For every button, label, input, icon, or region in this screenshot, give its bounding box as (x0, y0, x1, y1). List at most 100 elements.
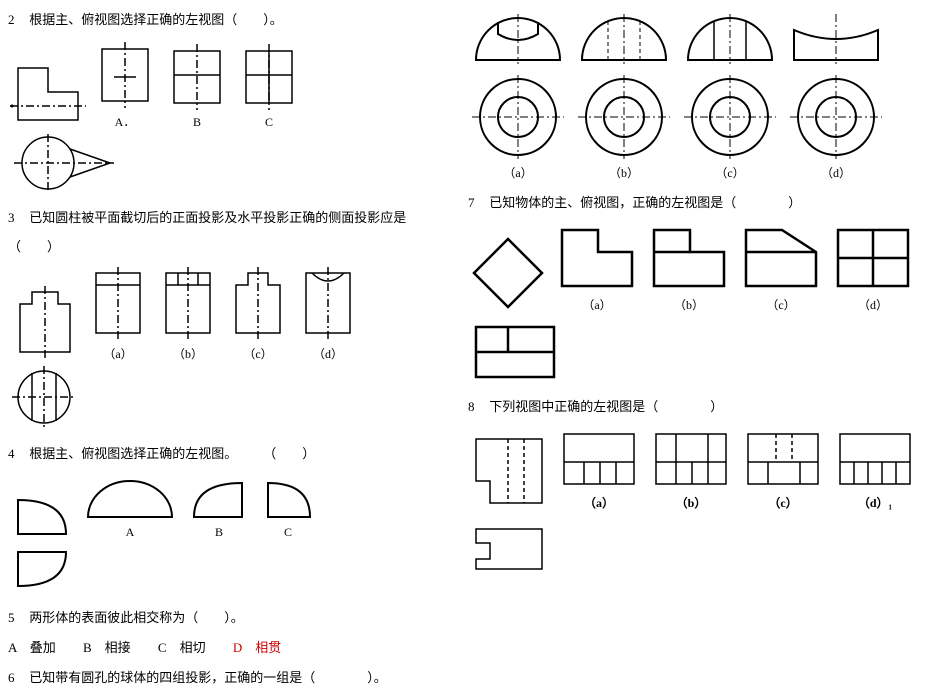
q7-d-svg (830, 222, 916, 294)
q7-label-c: （c） (766, 296, 795, 313)
q6-ba-svg (468, 72, 568, 162)
q8-row1: （a） （b） (468, 426, 937, 511)
q8-given-top (468, 521, 937, 577)
q3-b-svg (156, 265, 220, 343)
q8-opt-b: （b） (648, 426, 734, 511)
q6-top-c (680, 10, 780, 66)
q3-front-svg (8, 284, 80, 362)
q6-label-d: （d） (821, 164, 851, 181)
q3-opt-c: （c） (226, 265, 290, 362)
q3-given-front (8, 284, 80, 362)
question-8: 8 下列视图中正确的左视图是（ ） (468, 397, 937, 577)
q4-top-svg (8, 546, 74, 596)
q2-body: 根据主、俯视图选择正确的左视图（ ）。 (29, 12, 283, 27)
q4-given-top (8, 546, 452, 596)
q3-top-svg (8, 362, 80, 432)
q6-bc-svg (680, 72, 780, 162)
q7-b-svg (646, 222, 732, 294)
q2-opt-c: C (236, 41, 302, 130)
q8-text: 8 下列视图中正确的左视图是（ ） (468, 397, 937, 418)
q7-label-b: （b） (674, 296, 704, 313)
q7-opt-d: （d） (830, 222, 916, 313)
q7-label-a: （a） (582, 296, 611, 313)
q2-opt-b: B (164, 41, 230, 130)
q7-a-svg (554, 222, 640, 294)
q6-top-d (786, 10, 886, 66)
q8-body: 下列视图中正确的左视图是（ ） (489, 399, 723, 414)
q4-label-b: B (215, 525, 223, 540)
q4-opt-a: A (80, 473, 180, 540)
q6-tc-svg (680, 10, 780, 66)
q4-given (8, 490, 74, 540)
q7-label-d: （d） (858, 296, 888, 313)
q8-opt-d: （d）₁ (832, 426, 918, 511)
q7-given-top (468, 319, 937, 385)
q8-front-svg (468, 431, 550, 511)
left-column: 2 根据主、俯视图选择正确的左视图（ ）。 (0, 0, 460, 670)
q6-bot-a: （a） (468, 72, 568, 181)
q6-top-a (468, 10, 568, 66)
question-2: 2 根据主、俯视图选择正确的左视图（ ）。 (8, 10, 452, 196)
q6-bot-c: （c） (680, 72, 780, 181)
q3-opt-b: （b） (156, 265, 220, 362)
q3-a-svg (86, 265, 150, 343)
q3-text: 3 已知圆柱被平面截切后的正面投影及水平投影正确的侧面投影应是 (8, 208, 452, 229)
q7-c-svg (738, 222, 824, 294)
q5-text: 5 两形体的表面彼此相交称为（ ）。 (8, 608, 452, 629)
q6-text: 6 已知带有圆孔的球体的四组投影，正确的一组是（ ）。 (8, 668, 452, 689)
q8-top-svg (468, 521, 550, 577)
q8-c-svg (740, 426, 826, 492)
q6-tb-svg (574, 10, 674, 66)
q7-top-svg (468, 319, 562, 385)
q6-bd-svg (786, 72, 886, 162)
q8-label-d: （d）₁ (858, 494, 892, 511)
q3-c-svg (226, 265, 290, 343)
q8-label-a: （a） (584, 494, 614, 511)
q4-label-c: C (284, 525, 292, 540)
q2-text: 2 根据主、俯视图选择正确的左视图（ ）。 (8, 10, 452, 31)
q3-num: 3 (8, 208, 26, 229)
q7-front-svg (468, 233, 548, 313)
q6-bottom-row: （a） （b） (468, 72, 937, 181)
q2-top-svg (8, 130, 118, 196)
q5-opt-b: B 相接 (83, 637, 131, 656)
q7-opt-c: （c） (738, 222, 824, 313)
q3-opt-d: （d） (296, 265, 360, 362)
q8-label-c: （c） (768, 494, 797, 511)
question-7: 7 已知物体的主、俯视图，正确的左视图是（ ） （a） (468, 193, 937, 385)
q3-label-b: （b） (173, 345, 203, 362)
q5-options: A 叠加 B 相接 C 相切 D 相贯 (8, 637, 452, 656)
question-4: 4 根据主、俯视图选择正确的左视图。 （ ） A (8, 444, 452, 596)
q2-opt-a: A． (92, 39, 158, 130)
q6-label-b: （b） (609, 164, 639, 181)
q7-text: 7 已知物体的主、俯视图，正确的左视图是（ ） (468, 193, 937, 214)
q7-opt-b: （b） (646, 222, 732, 313)
q4-text: 4 根据主、俯视图选择正确的左视图。 （ ） (8, 444, 452, 465)
q4-given-svg (8, 490, 74, 540)
q6-top-row (468, 10, 937, 66)
q5-opt-d: D 相贯 (233, 637, 281, 656)
q7-row1: （a） （b） （c (468, 222, 937, 313)
q8-num: 8 (468, 397, 486, 418)
question-5: 5 两形体的表面彼此相交称为（ ）。 A 叠加 B 相接 C 相切 D 相贯 (8, 608, 452, 656)
q2-label-b: B (193, 115, 201, 130)
q3-d-svg (296, 265, 360, 343)
q2-front-svg (8, 58, 86, 130)
right-column: （a） （b） (460, 0, 945, 670)
q6-figures-block: （a） （b） (468, 10, 937, 181)
q6-top-b (574, 10, 674, 66)
q2-given-top (8, 130, 452, 196)
q5-body: 两形体的表面彼此相交称为（ ）。 (29, 610, 244, 625)
q6-body: 已知带有圆孔的球体的四组投影，正确的一组是（ ）。 (29, 670, 387, 685)
q8-opt-c: （c） (740, 426, 826, 511)
q5-opt-a: A 叠加 (8, 637, 56, 656)
q6-bot-d: （d） (786, 72, 886, 181)
q2-a-svg (92, 39, 158, 111)
q8-label-b: （b） (676, 494, 707, 511)
q6-bb-svg (574, 72, 674, 162)
q6-label-c: （c） (715, 164, 744, 181)
q4-label-a: A (126, 525, 135, 540)
q4-a-svg (80, 473, 180, 523)
q3-label-c: （c） (243, 345, 272, 362)
q2-b-svg (164, 41, 230, 113)
